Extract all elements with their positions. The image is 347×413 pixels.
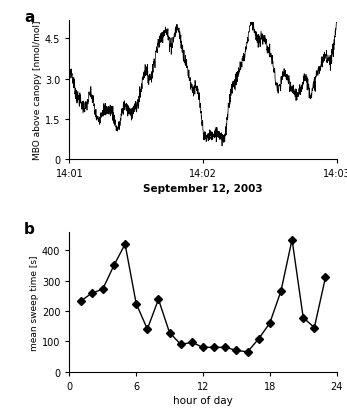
Text: a: a	[24, 9, 34, 24]
X-axis label: hour of day: hour of day	[173, 395, 233, 405]
X-axis label: September 12, 2003: September 12, 2003	[143, 183, 263, 193]
Y-axis label: mean sweep time [s]: mean sweep time [s]	[30, 254, 39, 350]
Y-axis label: MBO above canopy [nmol/mol]: MBO above canopy [nmol/mol]	[33, 21, 42, 160]
Text: b: b	[24, 221, 35, 236]
